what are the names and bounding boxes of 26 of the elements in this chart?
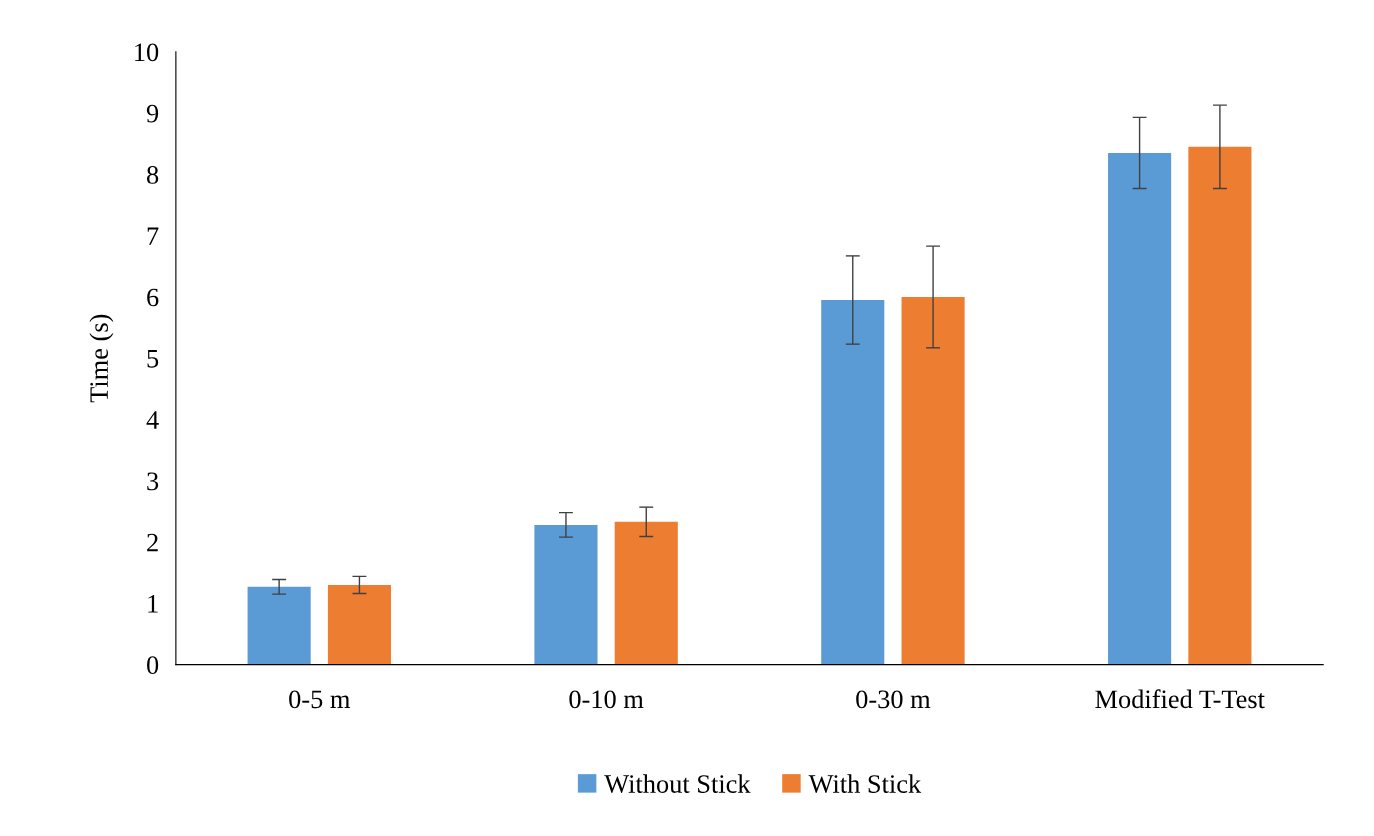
bar: [327, 584, 391, 665]
legend-label: With Stick: [808, 774, 922, 794]
x-tick-label: 0-10 m: [569, 690, 644, 709]
x-tick-label: Modified T-Test: [1095, 689, 1265, 709]
bar: [901, 296, 965, 665]
bar: [1188, 146, 1252, 665]
y-tick-label: 1: [148, 595, 158, 613]
bar: [1108, 152, 1172, 665]
y-tick-label: 9: [146, 104, 159, 123]
y-tick-label: 5: [147, 350, 159, 368]
bar: [534, 524, 598, 665]
y-tick-label: 8: [147, 166, 159, 184]
y-tick-label: 3: [147, 472, 159, 491]
bar: [614, 521, 678, 665]
y-tick-label: 6: [147, 288, 159, 307]
legend-label: Without Stick: [604, 774, 751, 794]
y-tick-label: 4: [146, 411, 159, 429]
y-tick-label: 7: [147, 227, 159, 245]
y-tick-label: 2: [147, 533, 158, 552]
y-tick-label: 10: [135, 43, 159, 62]
bar: [821, 300, 885, 665]
y-tick-label: 0: [147, 656, 159, 675]
x-tick-label: 0-5 m: [289, 690, 351, 709]
x-tick-label: 0-30 m: [856, 690, 931, 709]
y-axis-title: Time (s): [89, 314, 114, 403]
bar: [247, 586, 311, 665]
